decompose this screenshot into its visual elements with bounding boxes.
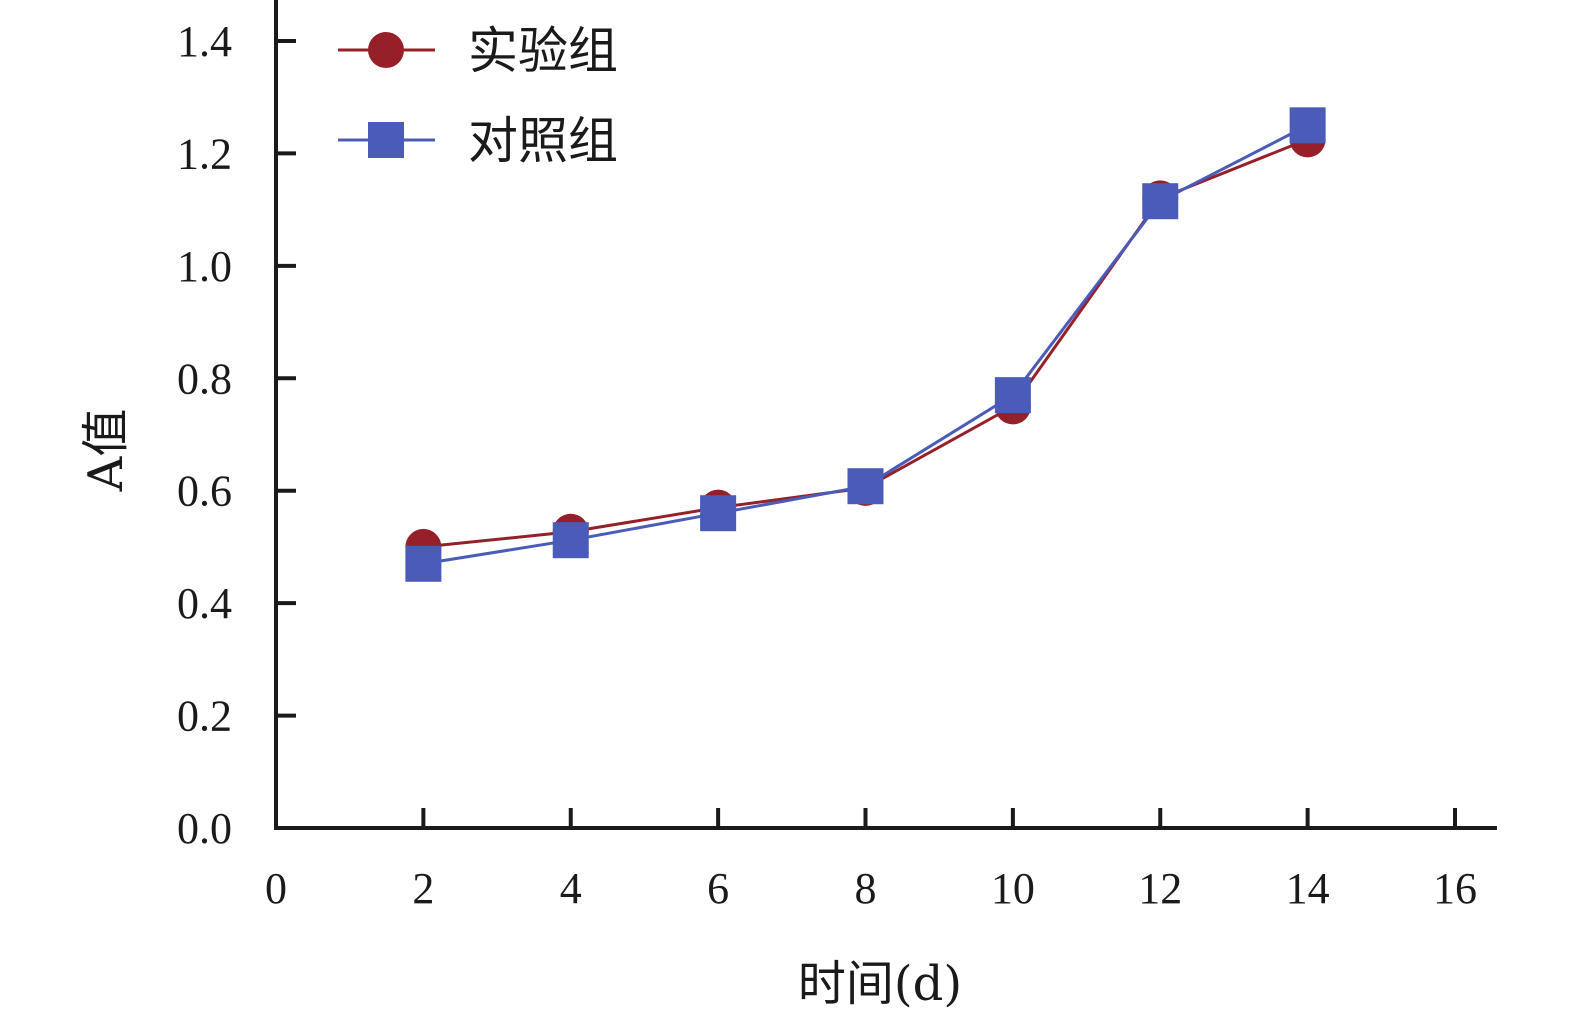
square-marker xyxy=(552,522,589,559)
square-marker xyxy=(1289,107,1326,144)
legend-label: 对照组 xyxy=(468,112,618,170)
x-tick-label: 6 xyxy=(707,864,729,913)
square-marker xyxy=(847,468,884,505)
legend-square-marker xyxy=(368,122,404,158)
y-tick-label: 0.8 xyxy=(177,354,232,403)
axes xyxy=(274,0,1497,830)
x-tick-label: 0 xyxy=(265,864,287,913)
y-tick-label: 0.6 xyxy=(177,467,232,516)
x-tick-label: 16 xyxy=(1433,864,1477,913)
legend-item-1: 实验组 xyxy=(338,22,618,80)
legend-label: 实验组 xyxy=(468,22,618,80)
square-marker xyxy=(1142,183,1179,220)
square-marker xyxy=(700,495,737,532)
y-tick-label: 0.0 xyxy=(177,804,232,853)
y-tick-label: 0.4 xyxy=(177,579,232,628)
legend-item-2: 对照组 xyxy=(338,112,618,170)
x-tick-label: 2 xyxy=(412,864,434,913)
series-2 xyxy=(405,107,1326,582)
y-tick-label: 1.2 xyxy=(177,129,232,178)
series-layer xyxy=(405,107,1326,582)
square-marker xyxy=(994,377,1031,414)
x-axis-title: 时间(d) xyxy=(798,956,962,1012)
y-tick-label: 1.0 xyxy=(177,242,232,291)
x-tick-label: 8 xyxy=(855,864,877,913)
y-tick-label: 1.4 xyxy=(177,17,232,66)
x-tick-label: 12 xyxy=(1138,864,1182,913)
x-tick-label: 4 xyxy=(560,864,582,913)
x-tick-label: 10 xyxy=(991,864,1035,913)
x-ticks: 0 2 4 6 8 10 12 14 16 xyxy=(265,808,1477,913)
square-marker xyxy=(405,545,442,582)
legend-circle-marker xyxy=(368,32,404,68)
y-tick-label: 0.2 xyxy=(177,692,232,741)
y-ticks: 0.0 0.2 0.4 0.6 0.8 1.0 1.2 1.4 xyxy=(177,17,296,853)
x-tick-label: 14 xyxy=(1286,864,1330,913)
y-axis-title: A值 xyxy=(78,409,134,493)
